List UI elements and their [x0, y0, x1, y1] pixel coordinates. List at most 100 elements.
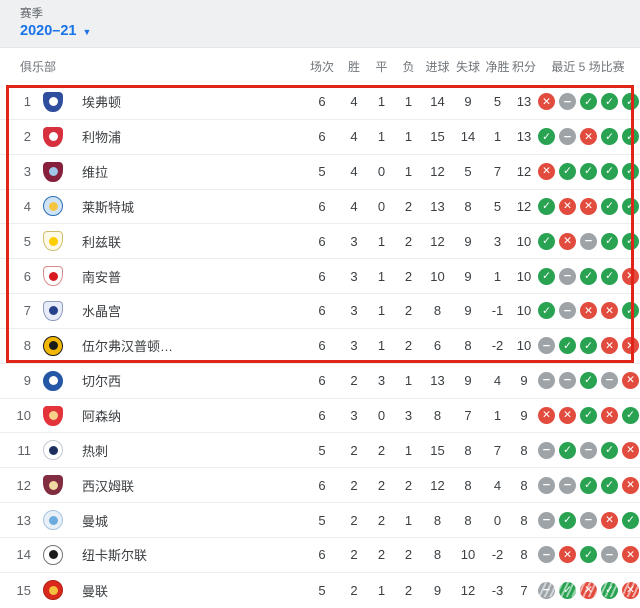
last5-results: − ✓ − ✓ ✕	[536, 441, 640, 459]
table-row[interactable]: 13 曼城 5 2 2 1 8 8 0 8 − ✓ − ✕ ✓	[0, 503, 640, 538]
stat-won: 2	[350, 442, 358, 458]
table-row[interactable]: 10 阿森纳 6 3 0 3 8 7 1 9 ✕ ✕ ✓ ✕ ✓	[0, 398, 640, 434]
table-row[interactable]: 1 埃弗顿 6 4 1 1 14 9 5 13 ✕ − ✓ ✓ ✓	[0, 85, 640, 120]
last5-results: − ✕ ✓ − ✕	[536, 546, 640, 564]
stat-goals-for: 12	[430, 164, 445, 180]
team-name[interactable]: 热刺	[82, 443, 109, 459]
last5-results: − − ✓ ✓ ✕	[536, 476, 640, 494]
last5-results: ✓ ✕ ✕ ✓ ✓	[536, 197, 640, 215]
loss-icon: ✕	[580, 128, 597, 146]
stat-goals-against: 9	[464, 94, 472, 110]
stat-points: 10	[516, 303, 532, 319]
draw-icon: −	[580, 441, 597, 459]
stat-goals-for: 15	[430, 129, 445, 145]
draw-icon: −	[559, 476, 576, 494]
table-row[interactable]: 8 伍尔弗汉普顿… 6 3 1 2 6 8 -2 10 − ✓ ✓ ✕ ✕	[0, 328, 640, 364]
win-icon: ✓	[559, 441, 576, 459]
team-name[interactable]: 阿森纳	[82, 409, 122, 425]
win-icon: ✓	[580, 163, 597, 181]
win-icon: ✓	[601, 441, 618, 459]
team-name[interactable]: 利兹联	[82, 234, 122, 250]
win-icon: ✓	[559, 581, 576, 599]
team-crest-icon	[43, 231, 63, 252]
stat-points: 10	[516, 268, 532, 284]
table-row[interactable]: 4 莱斯特城 6 4 0 2 13 8 5 12 ✓ ✕ ✕ ✓ ✓	[0, 189, 640, 225]
rank: 13	[16, 512, 31, 528]
stat-goal-diff: 4	[493, 477, 502, 493]
season-label: 赛季	[20, 8, 43, 20]
team-name[interactable]: 维拉	[82, 165, 109, 181]
table-row[interactable]: 12 西汉姆联 6 2 2 2 12 8 4 8 − − ✓ ✓ ✕	[0, 468, 640, 504]
team-crest-icon	[43, 405, 63, 426]
team-name[interactable]: 曼联	[82, 583, 109, 599]
win-icon: ✓	[580, 407, 597, 425]
win-icon: ✓	[580, 93, 597, 111]
table-row[interactable]: 2 利物浦 6 4 1 1 15 14 1 13 ✓ − ✕ ✓ ✓	[0, 119, 640, 155]
table-row[interactable]: 7 水晶宫 6 3 1 2 8 9 -1 10 ✓ − ✕ ✕ ✓	[0, 294, 640, 329]
season-dropdown[interactable]: 2020–21 ▼	[20, 23, 91, 39]
table-row[interactable]: 14 纽卡斯尔联 6 2 2 2 8 10 -2 8 − ✕ ✓ − ✕	[0, 537, 640, 573]
stat-lost: 2	[404, 338, 413, 354]
table-row[interactable]: 5 利兹联 6 3 1 2 12 9 3 10 ✓ ✕ − ✓ ✓	[0, 224, 640, 260]
stat-goal-diff: -1	[491, 303, 504, 319]
team-name[interactable]: 曼城	[82, 513, 109, 529]
draw-icon: −	[559, 128, 576, 146]
loss-icon: ✕	[580, 581, 597, 599]
draw-icon: −	[559, 302, 576, 320]
team-name[interactable]: 纽卡斯尔联	[82, 548, 148, 564]
stat-goals-against: 8	[464, 512, 472, 528]
win-icon: ✓	[580, 372, 597, 390]
stat-lost: 3	[404, 408, 413, 424]
header-goals-against: 失球	[455, 60, 480, 74]
loss-icon: ✕	[601, 407, 618, 425]
last5-results: ✕ − ✓ ✓ ✓	[536, 93, 640, 111]
stat-lost: 2	[404, 268, 413, 284]
stat-goal-diff: 1	[493, 408, 502, 424]
win-icon: ✓	[622, 511, 639, 529]
win-icon: ✓	[601, 93, 618, 111]
stat-goals-against: 9	[464, 233, 472, 249]
stat-goal-diff: 0	[493, 512, 502, 528]
rank: 15	[16, 582, 31, 598]
table-row[interactable]: 11 热刺 5 2 2 1 15 8 7 8 − ✓ − ✓ ✕	[0, 433, 640, 469]
team-name[interactable]: 西汉姆联	[82, 478, 135, 494]
table-row[interactable]: 9 切尔西 6 2 3 1 13 9 4 9 − − ✓ − ✕	[0, 363, 640, 399]
loss-icon: ✕	[622, 441, 639, 459]
table-row[interactable]: 3 维拉 5 4 0 1 12 5 7 12 ✕ ✓ ✓ ✓ ✓	[0, 154, 640, 190]
win-icon: ✓	[622, 232, 639, 250]
team-crest-icon	[43, 440, 63, 461]
team-name[interactable]: 切尔西	[82, 374, 122, 390]
team-name[interactable]: 埃弗顿	[82, 95, 122, 111]
win-icon: ✓	[601, 197, 618, 215]
team-crest-icon	[43, 91, 63, 112]
draw-icon: −	[559, 93, 576, 111]
stat-goal-diff: -3	[491, 582, 504, 598]
table-row[interactable]: 6 南安普 6 3 1 2 10 9 1 10 ✓ − ✓ ✓ ✕	[0, 259, 640, 295]
club-column-header: 俱乐部	[20, 60, 57, 74]
stat-goal-diff: 7	[493, 442, 502, 458]
team-name[interactable]: 南安普	[82, 269, 122, 285]
rank: 10	[16, 408, 31, 424]
table-header: 俱乐部 场次 胜 平 负 进球 失球 净胜 积分 最近 5 场比赛	[0, 48, 640, 85]
team-name[interactable]: 伍尔弗汉普顿…	[82, 339, 174, 355]
stat-points: 8	[520, 512, 528, 528]
win-icon: ✓	[622, 163, 639, 181]
rank: 3	[23, 164, 31, 180]
stat-points: 12	[516, 164, 532, 180]
win-icon: ✓	[580, 267, 597, 285]
stat-goal-diff: 5	[493, 94, 502, 110]
team-name[interactable]: 莱斯特城	[82, 199, 135, 215]
stat-lost: 1	[404, 442, 413, 458]
table-row[interactable]: 15 曼联 5 2 1 2 9 12 -3 7 − ✓ ✕ ✓ ✕	[0, 572, 640, 608]
stat-goals-against: 9	[464, 303, 472, 319]
team-crest-icon	[43, 580, 63, 601]
stat-drawn: 0	[377, 164, 386, 180]
team-name[interactable]: 水晶宫	[82, 304, 122, 320]
win-icon: ✓	[559, 511, 576, 529]
stat-won: 3	[350, 338, 358, 354]
team-name[interactable]: 利物浦	[82, 130, 122, 146]
stat-goals-against: 7	[464, 408, 472, 424]
stat-goals-for: 14	[430, 94, 445, 110]
stat-goal-diff: 3	[493, 233, 502, 249]
stat-goals-against: 8	[464, 477, 472, 493]
